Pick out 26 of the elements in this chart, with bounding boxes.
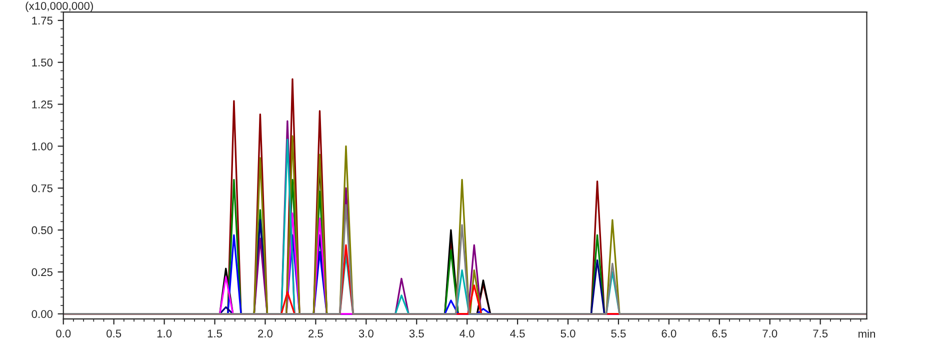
x-tick-label: 2.5	[308, 330, 323, 338]
x-tick-label: 6.5	[712, 330, 727, 338]
x-tick-label: 0.5	[106, 330, 122, 338]
x-tick-label: 4.0	[460, 330, 474, 338]
x-tick-label: 0.0	[56, 330, 71, 338]
x-tick-label: 6.0	[662, 330, 676, 338]
x-tick-label: 7.5	[813, 330, 828, 338]
y-tick-label: 1.25	[32, 100, 52, 108]
x-tick-label: 2.0	[258, 330, 273, 338]
y-tick-label: 0.25	[32, 268, 52, 276]
y-tick-label: 0.00	[32, 310, 53, 318]
x-tick-label: 4.5	[510, 330, 525, 338]
y-tick-label: 1.50	[32, 58, 53, 66]
x-tick-label: 5.5	[611, 330, 626, 338]
y-tick-label: 1.00	[32, 142, 53, 150]
y-tick-label: 0.75	[32, 184, 52, 192]
x-tick-label: 1.0	[157, 330, 172, 338]
text: (x10,000,000)	[26, 2, 93, 12]
x-tick-label: 1.5	[208, 330, 222, 338]
x-tick-label: 5.0	[560, 330, 576, 338]
y-tick-label: 0.50	[32, 226, 53, 234]
x-tick-label: 7.0	[762, 330, 778, 338]
y-tick-label: 1.75	[32, 16, 52, 25]
x-tick-label: 3.5	[409, 330, 424, 338]
x-axis-title: min	[858, 330, 875, 338]
x-tick-label: 3.0	[358, 330, 374, 338]
